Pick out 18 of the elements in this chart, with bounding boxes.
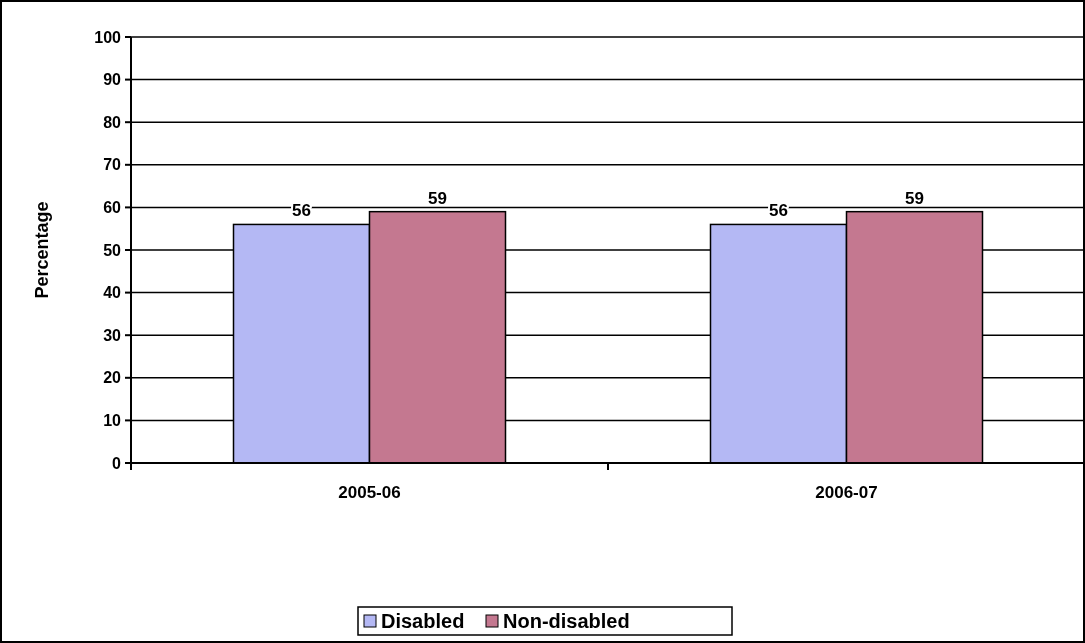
x-tick-label: 2005-06 bbox=[338, 483, 401, 502]
y-axis-title: Percentage bbox=[32, 201, 52, 299]
y-tick-label: 40 bbox=[103, 284, 122, 302]
y-tick-label: 20 bbox=[103, 369, 122, 387]
y-tick-label: 60 bbox=[103, 199, 122, 216]
y-tick-label: 90 bbox=[103, 71, 122, 89]
data-label: 59 bbox=[428, 188, 447, 208]
y-tick-label: 30 bbox=[103, 326, 122, 344]
y-tick-label: 10 bbox=[103, 412, 122, 429]
y-tick-label: 0 bbox=[112, 454, 122, 472]
y-tick-label: 80 bbox=[103, 113, 122, 131]
legend-label: Non-disabled bbox=[503, 610, 630, 632]
y-tick-label: 70 bbox=[103, 156, 122, 174]
y-tick-label: 100 bbox=[94, 28, 122, 46]
x-tick-label: 2006-07 bbox=[815, 483, 878, 502]
data-label: 59 bbox=[905, 188, 924, 208]
y-tick-label: 50 bbox=[103, 241, 122, 259]
legend-label: Disabled bbox=[381, 610, 465, 632]
